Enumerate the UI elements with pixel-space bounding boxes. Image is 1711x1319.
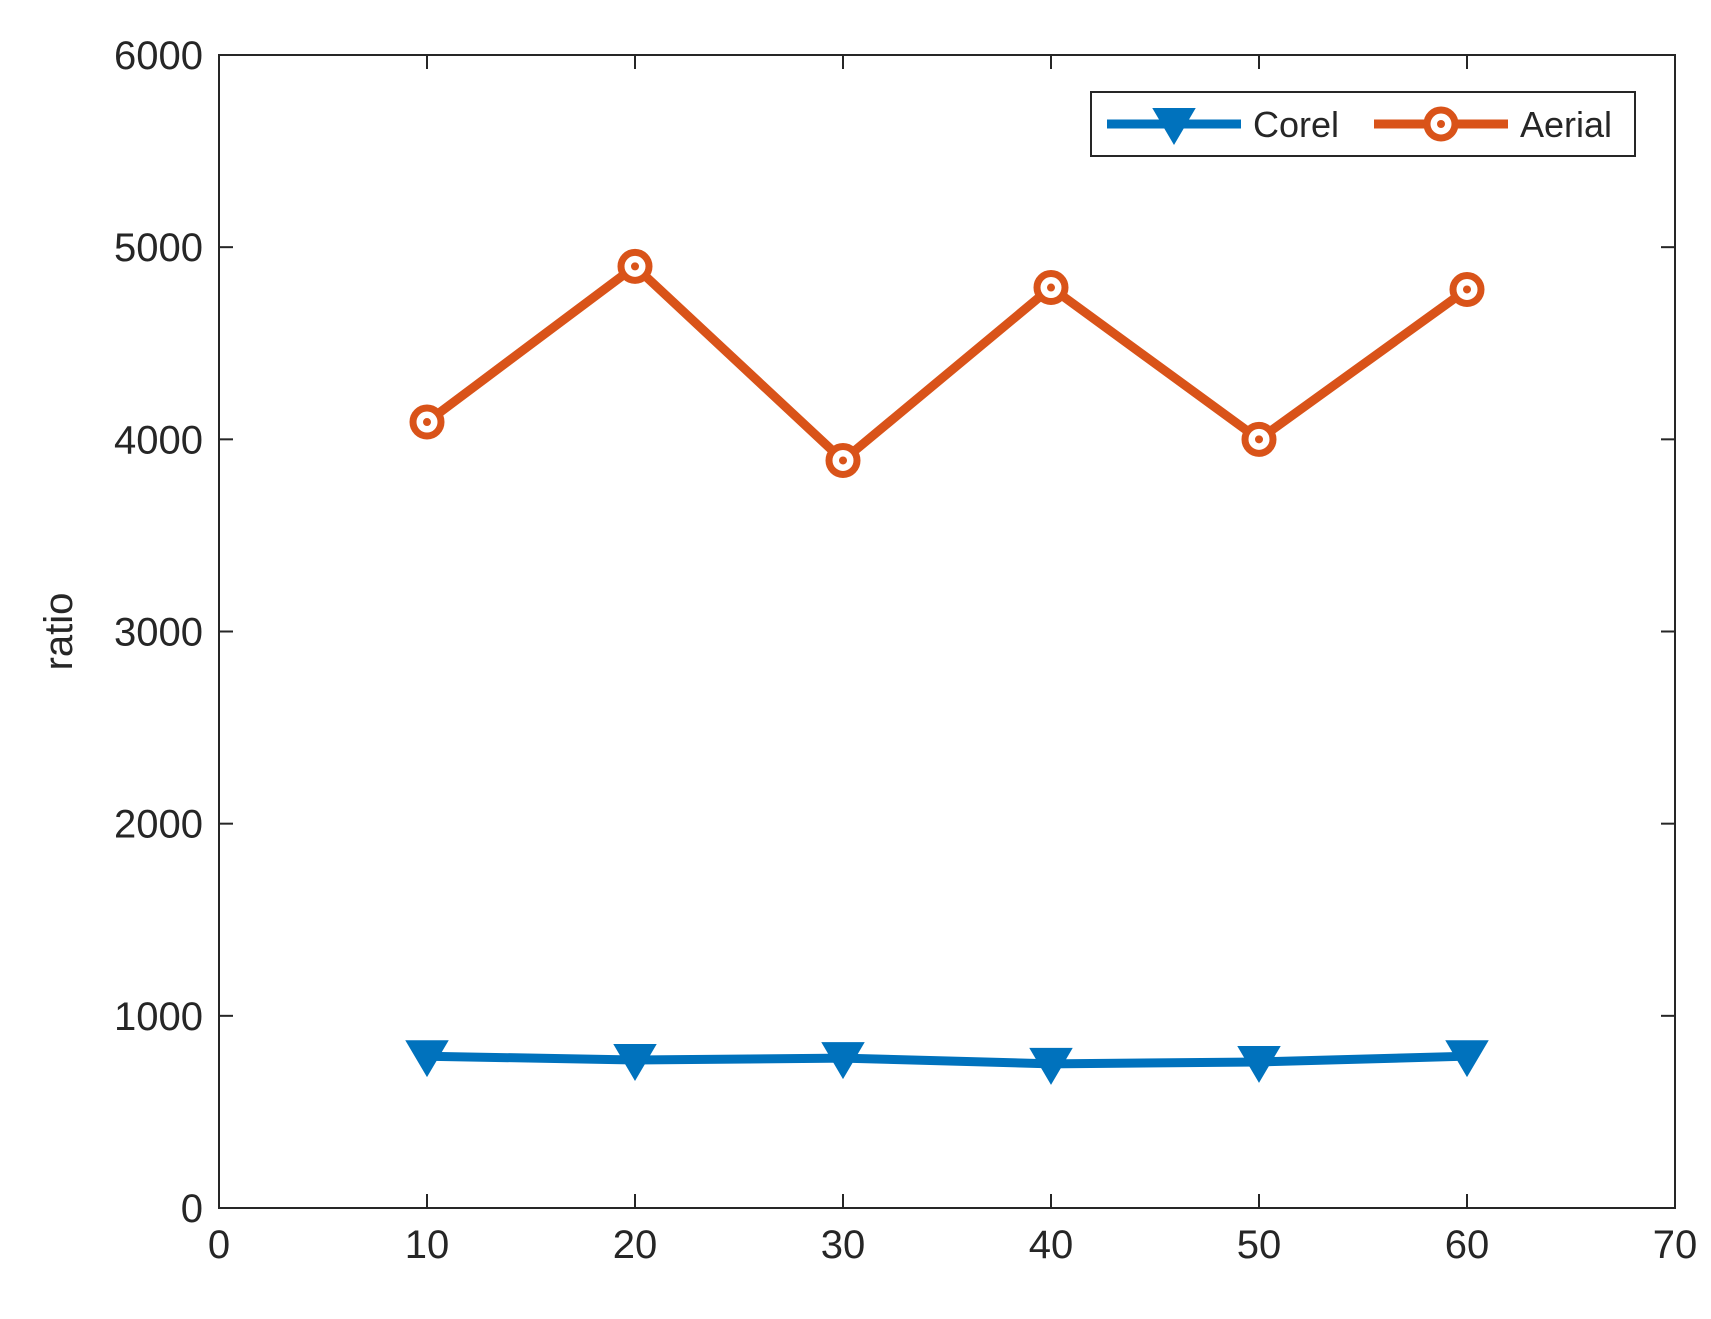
y-axis-label: ratio	[37, 593, 81, 671]
x-tick-label: 70	[1653, 1223, 1698, 1267]
legend-label: Aerial	[1520, 104, 1612, 145]
legend-entry-corel: Corel	[1107, 104, 1339, 145]
data-point-center	[1255, 435, 1263, 444]
axes-box	[218, 54, 1676, 1209]
legend-marker-center	[1437, 120, 1445, 128]
data-point-center	[839, 456, 847, 465]
y-tick-label: 3000	[114, 611, 203, 655]
axis-ticks: 0 10 20 30 40 50 60 70 0 1000 2000 3000 4000 5000 6000	[114, 34, 1697, 1267]
data-point	[1445, 1040, 1489, 1078]
y-tick-label: 1000	[114, 995, 203, 1039]
series-corel	[405, 1040, 1489, 1085]
series-aerial	[409, 248, 1485, 478]
data-point-center	[1463, 285, 1471, 294]
data-point	[821, 1042, 865, 1080]
legend: Corel Aerial	[1090, 91, 1636, 157]
data-point	[1029, 1047, 1073, 1085]
y-tick-label: 4000	[114, 418, 203, 462]
y-tick-label: 5000	[114, 226, 203, 270]
x-tick-label: 30	[821, 1223, 866, 1267]
series-layer	[405, 248, 1489, 1085]
x-tick-label: 0	[208, 1223, 230, 1267]
x-tick-label: 60	[1445, 1223, 1490, 1267]
data-point-center	[1047, 283, 1055, 292]
x-tick-label: 20	[613, 1223, 658, 1267]
data-point	[1237, 1045, 1281, 1083]
data-point-center	[423, 418, 431, 427]
legend-marker	[1152, 108, 1196, 145]
series-line	[422, 1051, 1472, 1069]
data-point	[405, 1040, 449, 1078]
series-line	[422, 261, 1472, 465]
y-tick-label: 6000	[114, 34, 203, 78]
y-tick-label: 2000	[114, 803, 203, 847]
x-tick-label: 50	[1237, 1223, 1282, 1267]
data-point-center	[631, 262, 639, 271]
legend-label: Corel	[1253, 104, 1339, 145]
legend-entry-aerial: Aerial	[1374, 104, 1612, 145]
data-point	[613, 1044, 657, 1082]
x-tick-label: 10	[405, 1223, 450, 1267]
x-tick-label: 40	[1029, 1223, 1074, 1267]
y-tick-label: 0	[181, 1187, 203, 1231]
